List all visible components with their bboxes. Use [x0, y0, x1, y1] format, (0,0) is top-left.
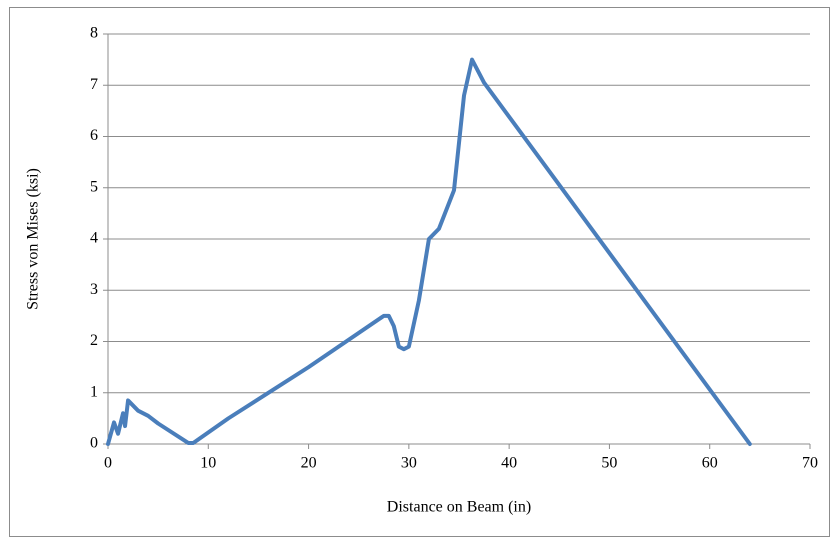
- x-tick-label: 50: [601, 455, 617, 472]
- chart-frame: [9, 7, 830, 537]
- x-tick-label: 30: [401, 455, 417, 472]
- x-tick-label: 0: [104, 455, 112, 472]
- y-tick-label: 2: [90, 332, 98, 349]
- y-tick-label: 6: [90, 127, 98, 144]
- x-tick-label: 10: [200, 455, 216, 472]
- y-tick-label: 5: [90, 178, 98, 195]
- x-tick-label: 60: [702, 455, 718, 472]
- y-tick-label: 1: [90, 383, 98, 400]
- y-tick-label: 3: [90, 281, 98, 298]
- x-axis-label: Distance on Beam (in): [387, 499, 531, 516]
- y-tick-label: 7: [90, 76, 98, 93]
- y-axis-label: Stress von Mises (ksi): [25, 168, 42, 310]
- y-tick-label: 0: [90, 435, 98, 452]
- y-tick-label: 4: [90, 230, 98, 247]
- y-tick-label: 8: [90, 25, 98, 42]
- x-tick-label: 20: [301, 455, 317, 472]
- x-tick-label: 70: [802, 455, 818, 472]
- x-tick-label: 40: [501, 455, 517, 472]
- data-line: [106, 57, 752, 446]
